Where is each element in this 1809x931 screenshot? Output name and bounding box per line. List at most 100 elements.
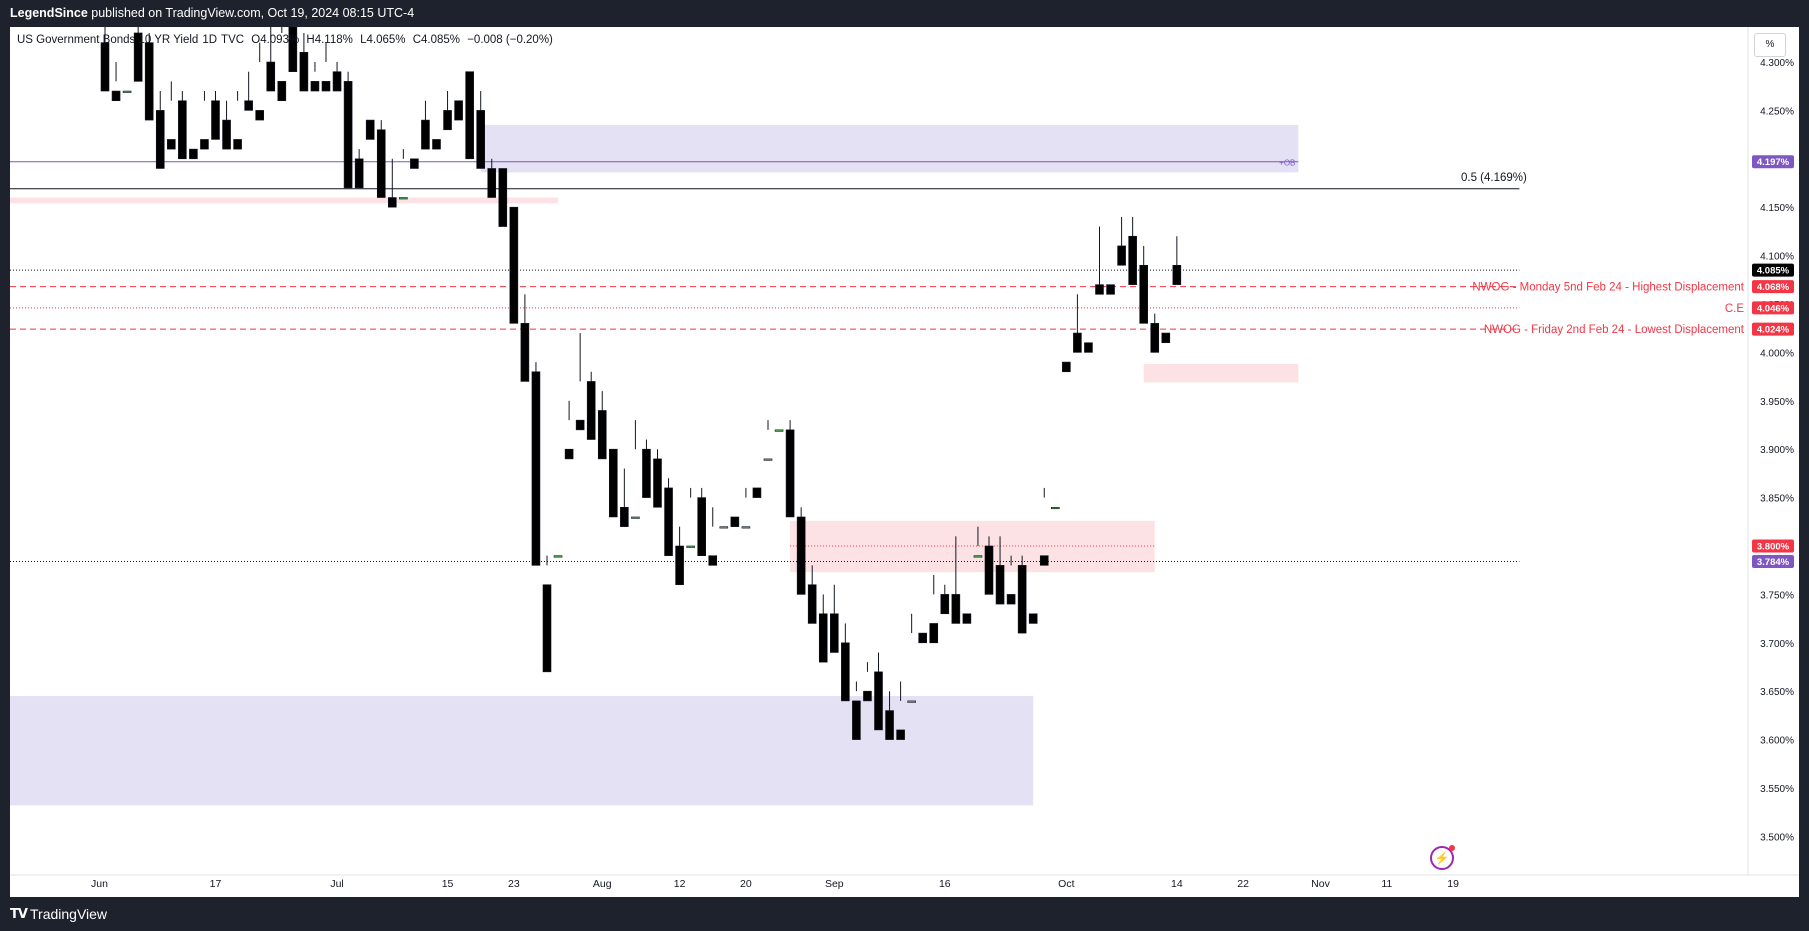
level-label-0: +OB (1279, 159, 1295, 168)
candle (288, 27, 298, 72)
candle-body (211, 100, 220, 140)
notification-dot (1449, 845, 1455, 851)
candle (608, 448, 618, 518)
candle (1172, 236, 1182, 285)
candle-body (288, 27, 298, 72)
price-badge-label: 4.197% (1757, 157, 1790, 168)
alert-bolt-icon[interactable]: ⚡ (1430, 845, 1455, 870)
candle-body (752, 487, 762, 498)
candle (399, 149, 408, 200)
symbol-legend[interactable]: US Government Bonds 10 YR Yield 1D TVC O4.… (17, 34, 557, 46)
candle (741, 487, 751, 529)
candle (708, 507, 718, 566)
candle (620, 468, 629, 527)
publish-header: LegendSince published on TradingView.com… (0, 0, 1809, 27)
legend-high: H4.118% (306, 34, 353, 46)
candle-body (542, 584, 552, 673)
candle-body (133, 32, 143, 82)
candle (222, 100, 231, 150)
x-tick-label: Aug (593, 878, 612, 890)
candle (454, 100, 463, 121)
candle (1006, 555, 1016, 605)
candle (730, 516, 740, 527)
zone-pink-1 (10, 197, 559, 204)
candle-body (365, 119, 375, 140)
price-badge-label: 3.800% (1757, 542, 1790, 553)
candle-body (509, 206, 519, 324)
candle-body (995, 565, 1005, 605)
candle (1073, 294, 1082, 353)
candle (1161, 332, 1171, 344)
candle (520, 294, 530, 382)
price-badge (1752, 263, 1794, 277)
candle-body (200, 139, 209, 150)
candle (266, 27, 276, 92)
candle (509, 206, 519, 324)
candle-body (829, 613, 839, 653)
candle (852, 681, 861, 740)
candle (443, 91, 452, 131)
candle (597, 391, 607, 460)
label-layer: +OB 0.5 (4.169%) NWOG - Monday 5nd Feb 24 … (1279, 159, 1745, 336)
candle-body (1039, 555, 1049, 566)
candle-body (951, 594, 961, 624)
candle-body (708, 555, 718, 566)
candle (200, 91, 209, 150)
candle (1051, 506, 1060, 510)
candle-body (454, 100, 463, 121)
candle (863, 662, 872, 702)
candle-body (553, 555, 563, 558)
price-badge (1752, 322, 1794, 336)
candle-body (354, 158, 364, 189)
candle-body (697, 497, 707, 556)
publisher-name[interactable]: LegendSince (10, 6, 88, 20)
candle-body (531, 371, 541, 566)
candle (255, 42, 264, 121)
candle (299, 32, 309, 92)
candle (719, 526, 729, 529)
candle-body (730, 516, 740, 527)
candle-body (620, 506, 629, 527)
candle (841, 623, 850, 702)
y-tick-label: 3.950% (1760, 397, 1794, 408)
candle-body (1172, 264, 1182, 285)
candle (973, 526, 983, 558)
candle (1039, 487, 1049, 566)
candle-body (1095, 284, 1104, 295)
percent-scale-button[interactable]: % (1754, 33, 1786, 57)
candle (675, 526, 684, 586)
candle (885, 691, 894, 740)
tradingview-logo-icon[interactable]: TV (10, 907, 28, 922)
candle (575, 333, 585, 431)
candle-body (1028, 613, 1038, 624)
candle (133, 27, 143, 82)
legend-low: L4.065% (360, 34, 406, 46)
candle (653, 449, 662, 508)
y-tick-label: 4.300% (1760, 58, 1794, 69)
y-tick-label: 4.150% (1760, 203, 1794, 214)
zone-pink-3 (1143, 364, 1299, 383)
y-tick-label: 4.250% (1760, 106, 1794, 117)
candle-body (575, 419, 585, 431)
candle (321, 42, 331, 92)
candle-body (178, 100, 187, 160)
candle-body (122, 90, 132, 93)
candle (752, 487, 762, 498)
price-badge-label: 4.085% (1757, 266, 1790, 277)
candle-body (222, 119, 231, 150)
candle (465, 71, 474, 160)
candle-body (266, 61, 276, 92)
candle (365, 119, 375, 140)
candle (100, 27, 110, 92)
candle (167, 81, 176, 150)
x-tick-label: 22 (1237, 878, 1249, 890)
candle-body (863, 690, 872, 702)
price-badge (1752, 301, 1794, 315)
candle-body (421, 119, 430, 150)
candle-body (564, 448, 574, 460)
footer-brand[interactable]: TradingView (30, 906, 108, 922)
y-tick-label: 3.700% (1760, 639, 1794, 650)
candle (189, 148, 198, 160)
candle (818, 594, 828, 663)
